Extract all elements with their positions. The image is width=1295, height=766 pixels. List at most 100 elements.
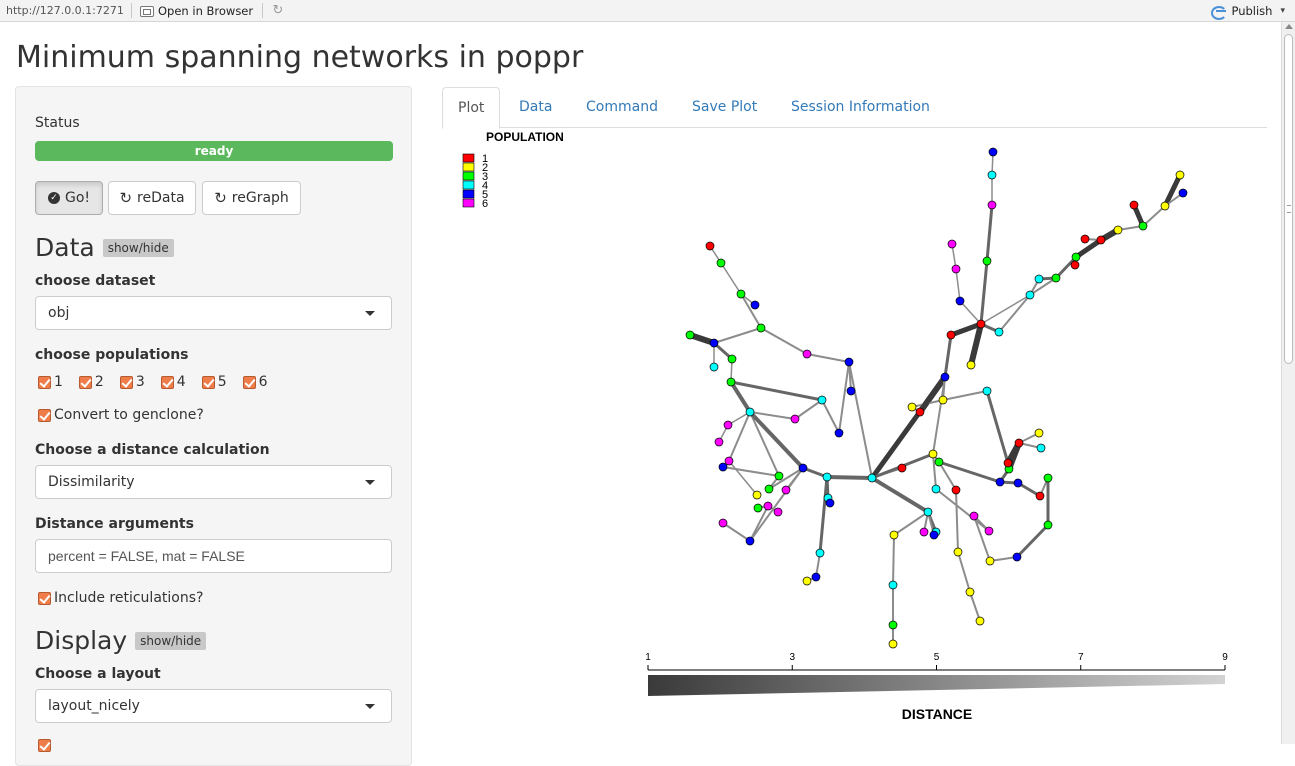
network-edge: [979, 260, 989, 325]
redata-button-label: reData: [137, 190, 185, 206]
go-button[interactable]: ✓ Go!: [35, 181, 103, 215]
tab-command[interactable]: Command: [586, 99, 658, 115]
redata-button[interactable]: ↻ reData: [108, 181, 196, 215]
tab-plot[interactable]: Plot: [442, 87, 501, 129]
network-edge: [1074, 237, 1103, 260]
network-node: [1035, 491, 1045, 501]
network-edge: [938, 461, 957, 491]
tab-data[interactable]: Data: [519, 99, 553, 115]
publish-button[interactable]: Publish ▾: [1211, 3, 1285, 20]
genclone-checkbox[interactable]: Convert to genclone?: [38, 407, 204, 423]
refresh-icon[interactable]: ↻: [272, 3, 284, 18]
network-edge: [942, 390, 988, 401]
network-node: [750, 300, 760, 310]
network-node: [995, 477, 1005, 487]
data-section-heading: Data show/hide: [35, 233, 174, 262]
open-in-browser-button[interactable]: Open in Browser: [140, 3, 253, 19]
network-node: [1175, 170, 1185, 180]
display-section-heading: Display show/hide: [35, 626, 207, 655]
network-edge: [826, 475, 873, 480]
network-edge: [950, 321, 982, 338]
network-node: [955, 296, 965, 306]
distargs-input[interactable]: [35, 539, 392, 573]
network-node: [938, 395, 948, 405]
reticulations-checkbox[interactable]: Include reticulations?: [38, 590, 203, 606]
population-checkbox-4[interactable]: 4: [160, 374, 186, 390]
checkbox-checked-icon: [38, 408, 51, 422]
network-node: [867, 473, 877, 483]
status-label: Status: [35, 115, 80, 131]
partial-checkbox[interactable]: [38, 739, 51, 752]
population-checkbox-3[interactable]: 3: [119, 374, 145, 390]
network-node: [1160, 201, 1170, 211]
network-edge: [722, 466, 780, 477]
scroll-up-arrow-icon[interactable]: [1285, 24, 1293, 29]
scale-tick-label: 9: [1222, 652, 1228, 663]
go-button-label: Go!: [64, 190, 91, 206]
legend-swatch-6: [462, 198, 475, 208]
population-checkbox-5[interactable]: 5: [201, 374, 227, 390]
population-checkbox-6[interactable]: 6: [242, 374, 268, 390]
population-checkbox-2[interactable]: 2: [78, 374, 104, 390]
network-node: [718, 518, 728, 528]
network-edge: [806, 353, 850, 363]
checkbox-checked-icon: [38, 375, 51, 389]
network-node: [982, 386, 992, 396]
network-node: [1129, 200, 1139, 210]
legend-title: POPULATION: [486, 130, 564, 144]
network-node: [773, 507, 783, 517]
checkbox-checked-icon: [38, 591, 51, 605]
network-node: [969, 511, 979, 521]
dataset-select[interactable]: obj: [35, 296, 392, 330]
network-node: [987, 170, 997, 180]
network-node: [966, 360, 976, 370]
data-show-hide-toggle[interactable]: show/hide: [102, 238, 174, 257]
network-node: [709, 338, 719, 348]
network-node: [718, 462, 728, 472]
network-node: [1071, 252, 1081, 262]
network-edge: [943, 334, 953, 378]
regraph-button[interactable]: ↻ reGraph: [202, 181, 301, 215]
network-node: [685, 330, 695, 340]
network-node: [764, 484, 774, 494]
scale-tick-label: 7: [1078, 652, 1084, 663]
dataset-label: choose dataset: [35, 273, 156, 289]
network-node: [736, 289, 746, 299]
network-node: [834, 428, 844, 438]
network-node: [928, 449, 938, 459]
layout-select[interactable]: layout_nicely: [35, 689, 392, 723]
network-edge: [955, 268, 961, 302]
scrollbar-thumb[interactable]: [1284, 34, 1293, 364]
population-checkbox-1[interactable]: 1: [38, 374, 63, 390]
network-edges: [689, 151, 1184, 644]
network-node: [714, 437, 724, 447]
network-node: [951, 264, 961, 274]
tab-save-plot[interactable]: Save Plot: [692, 99, 758, 115]
network-node: [947, 239, 957, 249]
network-edge: [932, 453, 937, 490]
checkbox-checked-icon: [201, 375, 215, 389]
network-node: [709, 362, 719, 372]
network-node: [919, 527, 929, 537]
distance-select[interactable]: Dissimilarity: [35, 465, 392, 499]
network-node: [798, 463, 808, 473]
regraph-button-label: reGraph: [231, 190, 289, 206]
network-node: [1013, 478, 1023, 488]
network-edge: [730, 380, 823, 402]
display-show-hide-toggle[interactable]: show/hide: [135, 631, 207, 650]
layout-label: Choose a layout: [35, 666, 161, 682]
network-node: [965, 587, 975, 597]
tab-session-information[interactable]: Session Information: [791, 99, 930, 115]
network-edge: [722, 522, 751, 542]
network-edge: [760, 327, 808, 355]
legend-swatch-2: [462, 162, 475, 172]
network-node: [723, 420, 733, 430]
checkbox-checked-icon: [160, 375, 174, 389]
network-node: [1070, 260, 1080, 270]
network-edge: [938, 460, 1001, 484]
network-node: [1012, 552, 1022, 562]
page-scrollbar[interactable]: [1281, 22, 1295, 744]
network-node: [1138, 221, 1148, 231]
